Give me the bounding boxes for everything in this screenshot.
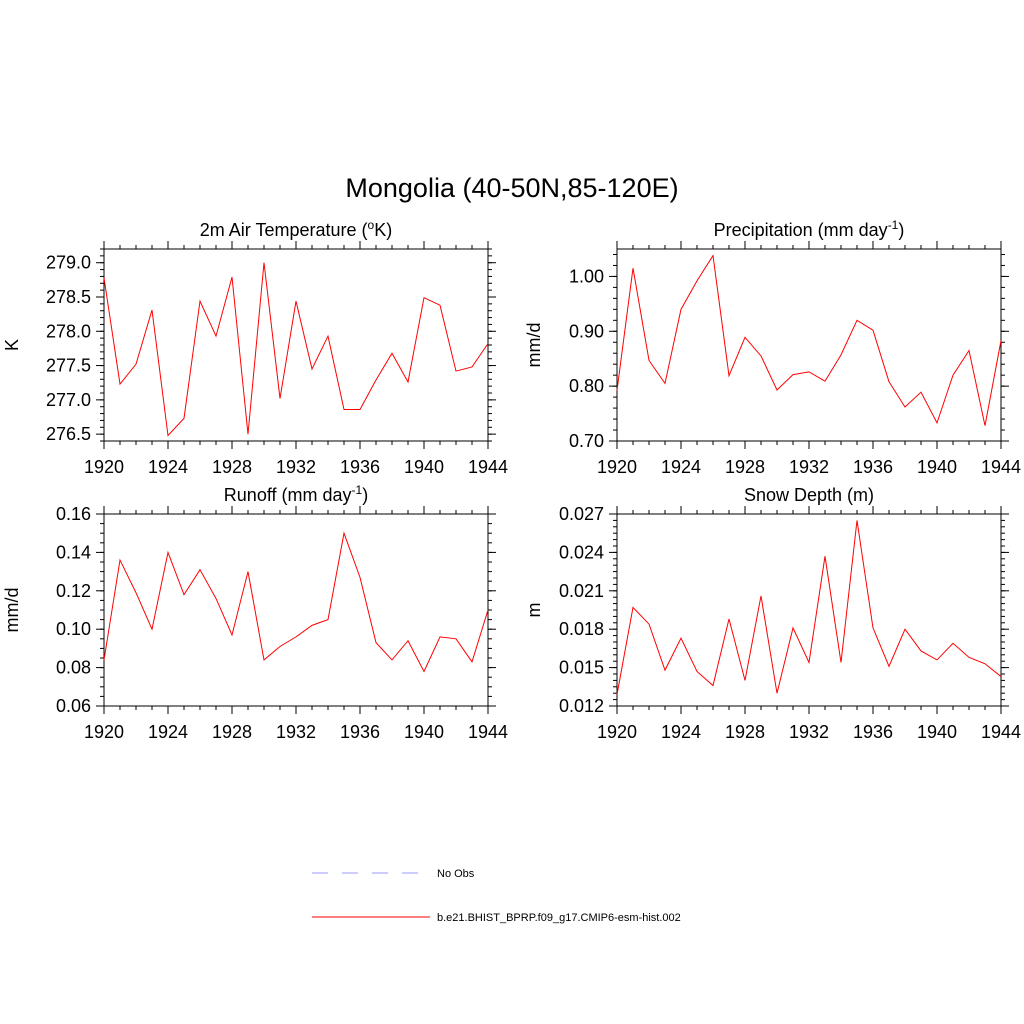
snow-depth-plot-frame bbox=[616, 513, 1002, 707]
air-temperature-y-tick-label: 278.0 bbox=[46, 321, 91, 341]
precipitation-x-tick-label: 1936 bbox=[853, 457, 893, 477]
air-temperature-y-tick-label: 277.5 bbox=[46, 356, 91, 376]
runoff-y-tick-label: 0.16 bbox=[56, 504, 91, 524]
snow-depth-panel-title: Snow Depth (m) bbox=[744, 485, 874, 505]
precipitation-y-axis-label: mm/d bbox=[524, 323, 544, 368]
runoff-x-tick-label: 1920 bbox=[84, 722, 124, 742]
precipitation-y-tick-label: 0.80 bbox=[569, 376, 604, 396]
precipitation-series-line bbox=[616, 254, 1002, 426]
precipitation-x-tick-label: 1932 bbox=[789, 457, 829, 477]
snow-depth-x-tick-label: 1924 bbox=[661, 722, 701, 742]
precipitation-x-tick-label: 1940 bbox=[917, 457, 957, 477]
panel-air-temperature: 2m Air Temperature (oK) K 276.5 277.0 277.5 2… bbox=[2, 218, 508, 477]
precipitation-x-tick-label: 1928 bbox=[725, 457, 765, 477]
air-temperature-x-tick-label: 1924 bbox=[148, 457, 188, 477]
precipitation-x-tick-label: 1924 bbox=[661, 457, 701, 477]
air-temperature-y-tick-label: 279.0 bbox=[46, 253, 91, 273]
panel-runoff: Runoff (mm day-1) mm/d 0.06 0.08 0.10 0.12 0.1… bbox=[2, 483, 508, 742]
runoff-y-axis-label: mm/d bbox=[2, 588, 22, 633]
air-temperature-x-tick-label: 1928 bbox=[212, 457, 252, 477]
runoff-y-tick-label: 0.12 bbox=[56, 581, 91, 601]
air-temperature-y-axis-label: K bbox=[2, 339, 22, 351]
precipitation-x-tick-label: 1920 bbox=[597, 457, 637, 477]
snow-depth-x-tick-label: 1932 bbox=[789, 722, 829, 742]
runoff-x-tick-label: 1928 bbox=[212, 722, 252, 742]
runoff-x-tick-label: 1936 bbox=[340, 722, 380, 742]
runoff-x-tick-label: 1940 bbox=[404, 722, 444, 742]
panel-snow-depth: Snow Depth (m) m 0.012 0.015 0.018 0.021 0.024… bbox=[524, 485, 1021, 742]
runoff-y-tick-label: 0.10 bbox=[56, 619, 91, 639]
air-temperature-y-tick-label: 276.5 bbox=[46, 424, 91, 444]
figure-title: Mongolia (40-50N,85-120E) bbox=[345, 173, 678, 203]
air-temperature-panel-title: 2m Air Temperature (oK) bbox=[200, 218, 392, 240]
legend-no-obs-label: No Obs bbox=[437, 868, 475, 880]
snow-depth-series-line bbox=[616, 520, 1002, 695]
precipitation-y-tick-label: 0.70 bbox=[569, 431, 604, 451]
runoff-series-line bbox=[103, 531, 489, 673]
snow-depth-y-tick-label: 0.015 bbox=[559, 658, 604, 678]
air-temperature-y-tick-label: 278.5 bbox=[46, 287, 91, 307]
runoff-y-tick-label: 0.08 bbox=[56, 658, 91, 678]
air-temperature-y-tick-label: 277.0 bbox=[46, 390, 91, 410]
runoff-panel-title: Runoff (mm day-1) bbox=[224, 483, 368, 505]
air-temperature-x-tick-label: 1944 bbox=[468, 457, 508, 477]
air-temperature-x-tick-label: 1920 bbox=[84, 457, 124, 477]
snow-depth-y-tick-label: 0.027 bbox=[559, 504, 604, 524]
air-temperature-x-tick-label: 1940 bbox=[404, 457, 444, 477]
snow-depth-x-tick-label: 1920 bbox=[597, 722, 637, 742]
air-temperature-series-line bbox=[103, 262, 489, 437]
precipitation-y-tick-label: 0.90 bbox=[569, 321, 604, 341]
runoff-y-tick-label: 0.06 bbox=[56, 696, 91, 716]
snow-depth-y-axis-label: m bbox=[524, 603, 544, 618]
snow-depth-x-tick-label: 1940 bbox=[917, 722, 957, 742]
snow-depth-y-tick-label: 0.024 bbox=[559, 542, 604, 562]
snow-depth-y-tick-label: 0.021 bbox=[559, 581, 604, 601]
snow-depth-y-tick-label: 0.018 bbox=[559, 619, 604, 639]
panel-precipitation: Precipitation (mm day-1) mm/d 0.70 0.80 0.90… bbox=[524, 218, 1021, 477]
precipitation-panel-title: Precipitation (mm day-1) bbox=[714, 218, 905, 240]
precipitation-x-tick-label: 1944 bbox=[981, 457, 1021, 477]
air-temperature-plot-frame bbox=[103, 248, 489, 442]
precipitation-y-tick-label: 1.00 bbox=[569, 266, 604, 286]
air-temperature-x-tick-label: 1932 bbox=[276, 457, 316, 477]
snow-depth-x-tick-label: 1936 bbox=[853, 722, 893, 742]
air-temperature-x-tick-label: 1936 bbox=[340, 457, 380, 477]
runoff-y-tick-label: 0.14 bbox=[56, 542, 91, 562]
runoff-x-tick-label: 1944 bbox=[468, 722, 508, 742]
snow-depth-x-tick-label: 1944 bbox=[981, 722, 1021, 742]
runoff-x-tick-label: 1932 bbox=[276, 722, 316, 742]
snow-depth-y-tick-label: 0.012 bbox=[559, 696, 604, 716]
runoff-x-tick-label: 1924 bbox=[148, 722, 188, 742]
legend: No Obs b.e21.BHIST_BPRP.f09_g17.CMIP6-es… bbox=[312, 868, 681, 924]
snow-depth-x-tick-label: 1928 bbox=[725, 722, 765, 742]
runoff-plot-frame bbox=[103, 513, 489, 707]
legend-model-label: b.e21.BHIST_BPRP.f09_g17.CMIP6-esm-hist.… bbox=[437, 912, 681, 924]
precipitation-plot-frame bbox=[616, 248, 1002, 442]
